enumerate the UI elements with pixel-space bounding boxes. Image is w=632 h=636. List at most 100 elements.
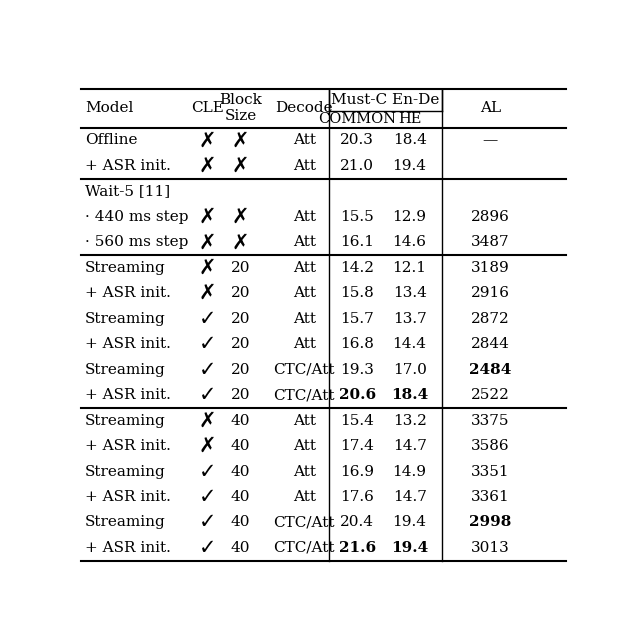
Text: CTC/Att: CTC/Att xyxy=(274,363,335,377)
Text: Att: Att xyxy=(293,413,316,427)
Text: 20: 20 xyxy=(231,388,250,402)
Text: CTC/Att: CTC/Att xyxy=(274,388,335,402)
Text: Att: Att xyxy=(293,134,316,148)
Text: 20.4: 20.4 xyxy=(340,515,374,529)
Text: Att: Att xyxy=(293,439,316,453)
Text: 3351: 3351 xyxy=(471,464,510,478)
Text: 12.1: 12.1 xyxy=(392,261,427,275)
Text: 14.9: 14.9 xyxy=(392,464,427,478)
Text: ✗: ✗ xyxy=(198,130,216,151)
Text: Att: Att xyxy=(293,261,316,275)
Text: 40: 40 xyxy=(231,413,250,427)
Text: 18.4: 18.4 xyxy=(391,388,428,402)
Text: HE: HE xyxy=(398,112,422,126)
Text: 2896: 2896 xyxy=(471,210,510,224)
Text: 18.4: 18.4 xyxy=(392,134,427,148)
Text: ✓: ✓ xyxy=(198,462,216,481)
Text: ✗: ✗ xyxy=(198,156,216,176)
Text: 2916: 2916 xyxy=(471,286,510,300)
Text: COMMON: COMMON xyxy=(318,112,396,126)
Text: Att: Att xyxy=(293,490,316,504)
Text: 3013: 3013 xyxy=(471,541,510,555)
Text: Streaming: Streaming xyxy=(85,261,166,275)
Text: Att: Att xyxy=(293,286,316,300)
Text: 20: 20 xyxy=(231,363,250,377)
Text: 21.0: 21.0 xyxy=(340,159,374,173)
Text: Streaming: Streaming xyxy=(85,464,166,478)
Text: 20: 20 xyxy=(231,337,250,351)
Text: · 440 ms step: · 440 ms step xyxy=(85,210,188,224)
Text: 16.9: 16.9 xyxy=(340,464,374,478)
Text: ✗: ✗ xyxy=(198,258,216,278)
Text: 40: 40 xyxy=(231,490,250,504)
Text: ✗: ✗ xyxy=(232,130,250,151)
Text: ✗: ✗ xyxy=(198,232,216,252)
Text: Decode: Decode xyxy=(276,101,333,115)
Text: 15.4: 15.4 xyxy=(340,413,374,427)
Text: 13.7: 13.7 xyxy=(392,312,427,326)
Text: 21.6: 21.6 xyxy=(339,541,376,555)
Text: Must-C En-De: Must-C En-De xyxy=(331,92,440,107)
Text: 14.6: 14.6 xyxy=(392,235,427,249)
Text: 13.4: 13.4 xyxy=(392,286,427,300)
Text: + ASR init.: + ASR init. xyxy=(85,490,171,504)
Text: ✓: ✓ xyxy=(198,360,216,380)
Text: 3189: 3189 xyxy=(471,261,510,275)
Text: 20: 20 xyxy=(231,312,250,326)
Text: + ASR init.: + ASR init. xyxy=(85,388,171,402)
Text: ✗: ✗ xyxy=(198,436,216,456)
Text: + ASR init.: + ASR init. xyxy=(85,541,171,555)
Text: 2484: 2484 xyxy=(469,363,512,377)
Text: CLE: CLE xyxy=(191,101,224,115)
Text: Att: Att xyxy=(293,312,316,326)
Text: 3375: 3375 xyxy=(471,413,509,427)
Text: 2522: 2522 xyxy=(471,388,510,402)
Text: + ASR init.: + ASR init. xyxy=(85,159,171,173)
Text: 3586: 3586 xyxy=(471,439,510,453)
Text: 17.0: 17.0 xyxy=(392,363,427,377)
Text: ✓: ✓ xyxy=(198,334,216,354)
Text: 2872: 2872 xyxy=(471,312,510,326)
Text: Model: Model xyxy=(85,101,133,115)
Text: 20: 20 xyxy=(231,286,250,300)
Text: Streaming: Streaming xyxy=(85,515,166,529)
Text: + ASR init.: + ASR init. xyxy=(85,439,171,453)
Text: Streaming: Streaming xyxy=(85,413,166,427)
Text: ✗: ✗ xyxy=(198,283,216,303)
Text: 12.9: 12.9 xyxy=(392,210,427,224)
Text: + ASR init.: + ASR init. xyxy=(85,337,171,351)
Text: 40: 40 xyxy=(231,439,250,453)
Text: 19.4: 19.4 xyxy=(392,515,427,529)
Text: Att: Att xyxy=(293,210,316,224)
Text: ✓: ✓ xyxy=(198,308,216,329)
Text: 16.1: 16.1 xyxy=(340,235,374,249)
Text: · 560 ms step: · 560 ms step xyxy=(85,235,188,249)
Text: ✗: ✗ xyxy=(198,207,216,227)
Text: 19.3: 19.3 xyxy=(340,363,374,377)
Text: —: — xyxy=(483,134,498,148)
Text: ✗: ✗ xyxy=(232,232,250,252)
Text: Wait-5 [11]: Wait-5 [11] xyxy=(85,184,170,198)
Text: 17.4: 17.4 xyxy=(340,439,374,453)
Text: 14.7: 14.7 xyxy=(392,439,427,453)
Text: 2998: 2998 xyxy=(469,515,512,529)
Text: Att: Att xyxy=(293,464,316,478)
Text: AL: AL xyxy=(480,101,501,115)
Text: 16.8: 16.8 xyxy=(340,337,374,351)
Text: ✗: ✗ xyxy=(232,207,250,227)
Text: 20.3: 20.3 xyxy=(340,134,374,148)
Text: ✓: ✓ xyxy=(198,513,216,532)
Text: ✓: ✓ xyxy=(198,538,216,558)
Text: 15.8: 15.8 xyxy=(340,286,374,300)
Text: 20.6: 20.6 xyxy=(339,388,376,402)
Text: Att: Att xyxy=(293,337,316,351)
Text: Streaming: Streaming xyxy=(85,363,166,377)
Text: 15.5: 15.5 xyxy=(340,210,374,224)
Text: CTC/Att: CTC/Att xyxy=(274,515,335,529)
Text: 3361: 3361 xyxy=(471,490,510,504)
Text: 15.7: 15.7 xyxy=(340,312,374,326)
Text: 14.7: 14.7 xyxy=(392,490,427,504)
Text: ✗: ✗ xyxy=(198,411,216,431)
Text: Att: Att xyxy=(293,235,316,249)
Text: 40: 40 xyxy=(231,515,250,529)
